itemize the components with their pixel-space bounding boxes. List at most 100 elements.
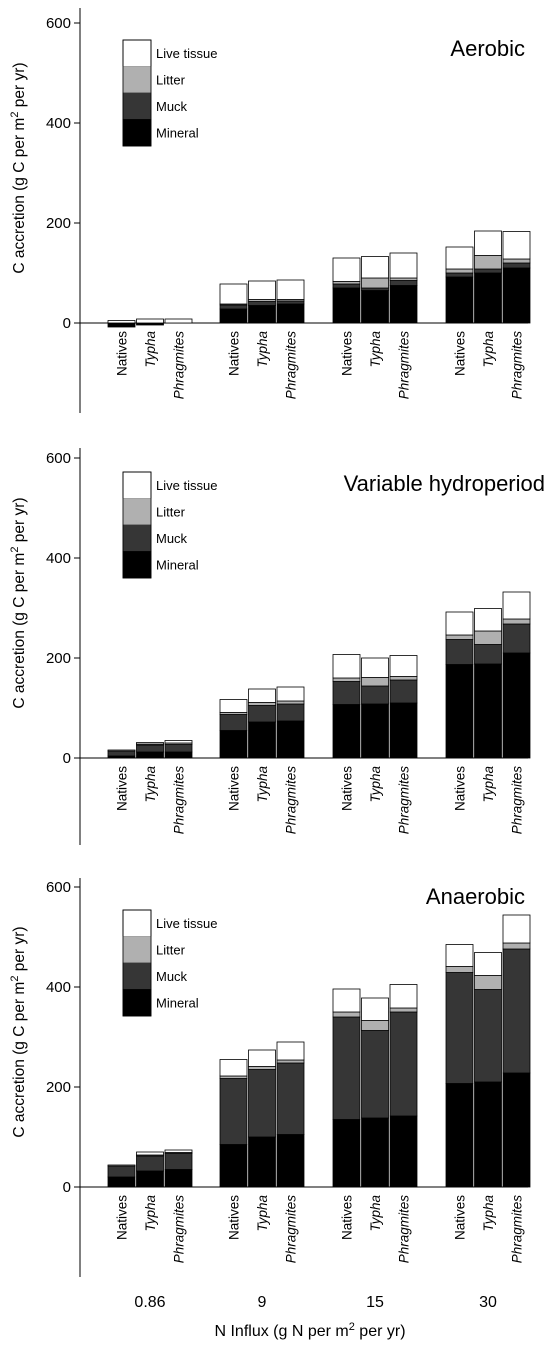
category-label-typha: Typha [143,1195,158,1232]
bar-9-phragmites [276,1041,305,1188]
legend-swatch-live-tissue [122,39,152,67]
legend-label-mineral: Mineral [156,558,199,573]
bar-segment-mineral [389,285,418,324]
bar-30-phragmites [502,914,531,1188]
bar-segment-muck [502,623,531,654]
bar-segment-muck [219,714,248,731]
bar-0-86-typha [136,1151,164,1188]
bar-segment-live-tissue [276,279,305,300]
legend-swatch-litter [122,66,152,94]
legend-swatch-litter [122,498,152,526]
y-axis-label: C accretion (g C per m2 per yr) [9,497,28,708]
bar-segment-muck [502,948,531,1074]
bar-segment-mineral [502,1072,531,1188]
legend-frame [122,471,152,579]
y-axis-label-prefix: C accretion (g C per m [11,118,28,274]
y-axis-label-suffix: per yr) [11,62,28,111]
bar-segment-mineral [136,751,164,759]
legend-label-live-tissue: Live tissue [156,478,217,493]
bar-segment-mineral [276,1134,305,1188]
y-axis-label-suffix: per yr) [11,926,28,975]
legend-label-muck: Muck [156,99,188,114]
legend: Live tissue Litter Muck Mineral [122,39,217,147]
bar-segment-live-tissue [474,952,502,976]
bar-15-natives [332,988,361,1188]
y-axis-label: C accretion (g C per m2 per yr) [9,926,28,1137]
bar-segment-live-tissue [164,318,193,324]
bar-segment-live-tissue [445,944,474,967]
bar-segment-live-tissue [276,1041,305,1061]
bar-segment-live-tissue [219,699,248,713]
bar-segment-muck [332,1016,361,1120]
legend-label-live-tissue: Live tissue [156,46,217,61]
x-axis-label-sup: 2 [349,1321,355,1333]
category-label-natives: Natives [340,331,355,376]
bar-9-typha [248,688,276,759]
bar-segment-mineral [361,290,389,324]
bar-30-natives [445,944,474,1188]
bar-segment-mineral [361,1117,389,1188]
category-label-phragmites: Phragmites [172,766,187,835]
category-label-natives: Natives [227,331,242,376]
legend-swatch-mineral [122,551,152,579]
bar-30-natives [445,611,474,759]
bar-0-86-phragmites [164,1149,193,1188]
bar-segment-mineral [219,730,248,759]
category-label-phragmites: Phragmites [510,1195,525,1264]
bar-segment-live-tissue [276,686,305,702]
bar-segment-muck [107,750,136,757]
bar-segment-mineral [248,721,276,759]
bar-segment-muck [219,1078,248,1145]
bar-segment-live-tissue [332,654,361,679]
y-tick-label: 400 [46,550,71,567]
bar-segment-litter [445,966,474,973]
bar-segment-mineral [445,276,474,324]
bar-segment-muck [136,1155,164,1172]
bar-segment-mineral [248,1136,276,1188]
bar-segment-live-tissue [361,256,389,279]
bar-30-phragmites [502,231,531,324]
bar-segment-mineral [502,652,531,759]
bar-segment-live-tissue [445,611,474,636]
bar-segment-live-tissue [107,320,136,324]
y-axis-label: C accretion (g C per m2 per yr) [9,62,28,273]
y-tick-label: 600 [46,15,71,32]
category-label-natives: Natives [340,1195,355,1240]
bar-segment-muck [248,301,276,306]
bar-segment-live-tissue [248,1049,276,1067]
bar-segment-muck [276,703,305,722]
y-tick-label: 600 [46,879,71,896]
bar-9-typha [248,1049,276,1188]
category-label-typha: Typha [143,331,158,368]
category-label-typha: Typha [368,331,383,368]
bar-0-86-natives [107,320,136,328]
bar-0-86-phragmites [164,740,193,759]
bar-segment-litter [474,975,502,990]
bar-segment-muck [361,1030,389,1119]
category-label-phragmites: Phragmites [510,331,525,400]
bar-segment-litter [445,634,474,640]
bar-segment-mineral [276,303,305,324]
group-label-9: 9 [258,1294,267,1311]
bar-segment-mineral [389,1115,418,1188]
bar-segment-live-tissue [389,984,418,1009]
category-label-phragmites: Phragmites [397,766,412,835]
panel-title: Variable hydroperiod [344,471,545,496]
bar-segment-live-tissue [136,318,164,324]
bar-segment-live-tissue [361,997,389,1021]
bar-segment-live-tissue [248,688,276,703]
bar-9-natives [219,283,248,324]
bar-15-phragmites [389,655,418,759]
legend-label-litter: Litter [156,505,186,520]
bar-segment-mineral [219,1144,248,1188]
category-label-phragmites: Phragmites [172,331,187,400]
y-tick-label: 400 [46,115,71,132]
y-tick-label: 0 [63,750,71,767]
bar-9-phragmites [276,279,305,324]
category-label-typha: Typha [255,1195,270,1232]
bar-segment-litter [361,677,389,687]
legend-swatch-mineral [122,989,152,1017]
bar-segment-live-tissue [164,1149,193,1153]
bar-segment-muck [389,679,418,704]
